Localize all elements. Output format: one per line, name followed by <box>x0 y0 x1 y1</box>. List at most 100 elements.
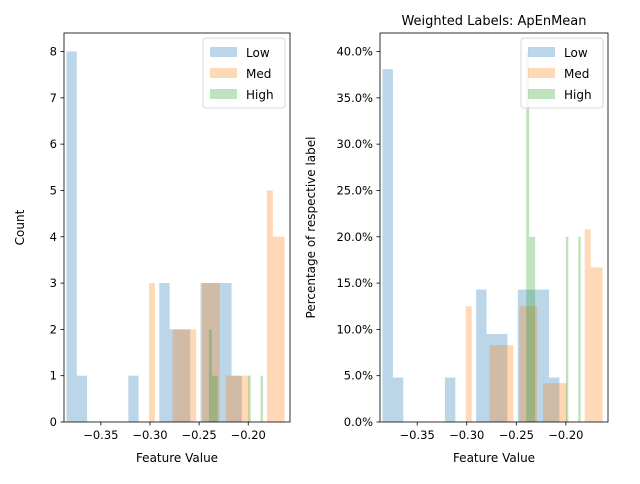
left-bar-high-1 <box>211 375 215 422</box>
right-legend-swatch-high <box>528 89 555 99</box>
right-bar-med-4 <box>489 345 496 422</box>
right-bar-med-6 <box>501 345 508 422</box>
left-bar-med-22 <box>278 236 285 422</box>
left-bar-high-0 <box>208 329 212 422</box>
right-y-tick-label: 0.0% <box>344 415 373 429</box>
left-bar-low-14 <box>210 283 222 422</box>
right-x-tick-label: −0.35 <box>400 428 435 442</box>
left-bar-high-2 <box>214 375 218 422</box>
left-bar-med-14 <box>231 375 238 422</box>
right-bar-high-2 <box>532 236 536 422</box>
right-chart-title: Weighted Labels: ApEnMean <box>401 14 586 29</box>
right-x-tick-label: −0.25 <box>499 428 534 442</box>
left-x-tick-label: −0.35 <box>83 428 118 442</box>
right-y-tick-label: 30.0% <box>336 137 373 151</box>
right-legend-label-high: High <box>564 88 592 102</box>
right-y-ticks: 0.0% 5.0% 10.0% 15.0% 20.0% 25.0% 30.0% 35.0% 40… <box>336 45 380 429</box>
right-bar-med-16 <box>560 383 567 422</box>
right-x-ticks: −0.35 −0.30 −0.25 −0.20 <box>400 422 583 442</box>
right-legend-box <box>520 37 604 109</box>
left-y-tick-label: 4 <box>50 230 57 244</box>
left-y-tick-label: 8 <box>50 45 57 59</box>
left-bar-low-10 <box>169 329 180 422</box>
left-x-axis-label: Feature Value <box>136 451 218 465</box>
left-bar-low-6 <box>128 375 139 422</box>
left-bar-med-6 <box>184 329 191 422</box>
left-legend-label-low: Low <box>246 46 270 60</box>
left-bar-med-20 <box>266 190 273 422</box>
right-bar-med-15 <box>554 383 561 422</box>
left-legend-swatch-med <box>210 68 237 78</box>
left-y-tick-label: 0 <box>50 415 57 429</box>
right-bar-high-1 <box>529 236 533 422</box>
left-bar-med-5 <box>178 329 185 422</box>
right-y-tick-label: 35.0% <box>336 91 373 105</box>
right-bar-low-0 <box>382 69 393 423</box>
left-bar-low-13 <box>200 283 211 422</box>
right-bar-high-3 <box>565 236 569 422</box>
left-bar-med-15 <box>237 375 244 422</box>
left-bar-med-9 <box>202 283 208 422</box>
right-bar-low-14 <box>528 289 539 422</box>
right-x-tick-label: −0.30 <box>449 428 484 442</box>
right-legend: Low Med High <box>520 37 604 109</box>
left-bar-med-0 <box>149 283 155 422</box>
right-y-tick-label: 10.0% <box>336 322 373 336</box>
right-bar-med-9 <box>519 306 526 422</box>
right-y-axis-label: Percentage of respective label <box>304 137 318 319</box>
right-bar-low-13 <box>517 289 529 422</box>
left-axes-frame <box>63 32 291 423</box>
left-legend-box <box>202 37 286 109</box>
right-legend-label-med: Med <box>564 67 589 81</box>
left-bars <box>66 51 285 423</box>
left-bar-med-21 <box>272 236 279 422</box>
left-bar-low-16 <box>231 375 242 422</box>
right-y-tick-label: 40.0% <box>336 45 373 59</box>
right-bar-low-9 <box>476 289 487 422</box>
right-bar-low-10 <box>486 334 497 422</box>
right-bar-low-15 <box>538 289 550 422</box>
right-y-tick-label: 5.0% <box>344 369 373 383</box>
left-y-tick-label: 2 <box>50 322 57 336</box>
right-bar-med-0 <box>465 306 472 422</box>
left-legend-swatch-high <box>210 89 237 99</box>
right-bar-med-11 <box>531 306 538 422</box>
left-bar-med-13 <box>225 375 232 422</box>
right-legend-swatch-low <box>528 47 555 57</box>
right-bars <box>382 51 603 423</box>
left-bar-low-11 <box>179 329 191 422</box>
left-y-tick-label: 6 <box>50 137 57 151</box>
right-legend-label-low: Low <box>564 46 588 60</box>
left-legend-swatch-low <box>210 47 237 57</box>
right-bar-med-7 <box>507 345 514 422</box>
right-y-tick-label: 15.0% <box>336 276 373 290</box>
right-legend-swatch-med <box>528 68 555 78</box>
left-bar-med-16 <box>243 375 250 422</box>
right-y-tick-label: 25.0% <box>336 183 373 197</box>
left-bar-low-1 <box>76 375 88 422</box>
left-bar-med-7 <box>190 329 197 422</box>
right-bar-med-22 <box>596 267 603 422</box>
left-histogram-panel: −0.35 −0.30 −0.25 −0.20 0 1 2 3 4 5 6 7 8 Feature V… <box>13 32 291 465</box>
left-bar-low-0 <box>66 51 77 423</box>
left-y-tick-label: 7 <box>50 91 57 105</box>
right-axes-frame <box>379 32 609 423</box>
left-bar-med-11 <box>213 283 220 422</box>
left-legend-label-med: Med <box>246 67 271 81</box>
left-y-axis-label: Count <box>13 209 27 245</box>
left-x-tick-label: −0.30 <box>132 428 167 442</box>
right-bar-low-11 <box>496 334 508 422</box>
right-x-tick-label: −0.20 <box>548 428 583 442</box>
right-y-tick-label: 20.0% <box>336 230 373 244</box>
left-bar-med-4 <box>172 329 179 422</box>
left-x-tick-label: −0.20 <box>231 428 266 442</box>
left-bar-low-15 <box>221 283 232 422</box>
right-x-axis-label: Feature Value <box>453 451 535 465</box>
right-bar-med-5 <box>495 345 502 422</box>
left-y-tick-label: 1 <box>50 369 57 383</box>
right-bar-med-10 <box>525 306 532 422</box>
left-legend-label-high: High <box>246 88 274 102</box>
right-bar-med-20 <box>584 229 591 422</box>
left-y-tick-label: 3 <box>50 276 57 290</box>
left-bar-med-10 <box>207 283 214 422</box>
